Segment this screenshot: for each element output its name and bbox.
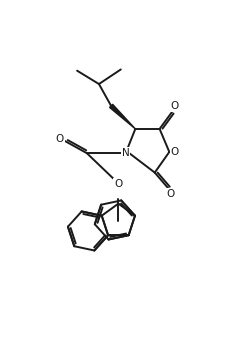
Text: O: O	[166, 189, 175, 199]
Text: O: O	[171, 147, 179, 157]
Text: O: O	[114, 179, 122, 189]
Text: O: O	[56, 134, 64, 144]
Text: O: O	[170, 102, 178, 111]
Text: N: N	[122, 148, 130, 158]
Polygon shape	[110, 104, 135, 129]
